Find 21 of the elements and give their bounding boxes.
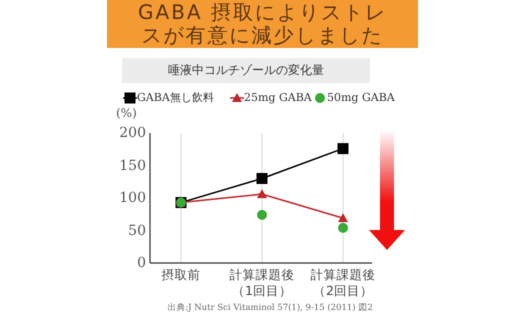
point bbox=[338, 213, 348, 222]
legend-label: 50mg GABA bbox=[327, 90, 395, 106]
point bbox=[257, 189, 267, 198]
y-tick-label: 100 bbox=[118, 189, 146, 207]
y-tick-label: 150 bbox=[118, 156, 146, 174]
point bbox=[257, 210, 267, 220]
chart-title: GABA 摂取によりストレスが有意に減少しました bbox=[107, 0, 418, 48]
x-tick-label: 摂取前 bbox=[162, 267, 200, 282]
y-axis-title: (%) bbox=[116, 106, 137, 120]
legend-label: GABA無し飲料 bbox=[137, 90, 214, 106]
chart-subtitle: 唾液中コルチゾールの変化量 bbox=[122, 58, 370, 83]
y-tick-label: 200 bbox=[118, 124, 146, 142]
y-tick-label: 50 bbox=[127, 222, 146, 240]
point bbox=[338, 222, 348, 233]
source-note: 出典:J Nutr Sci Vitaminol 57(1), 9-15 (2011) 図2 bbox=[166, 302, 374, 314]
x-tick-label: 計算課題後（1回目） bbox=[228, 267, 296, 299]
point bbox=[256, 173, 268, 184]
y-tick-label: 0 bbox=[136, 254, 146, 272]
point bbox=[338, 143, 348, 154]
x-tick-label: 計算課題後（2回目） bbox=[310, 267, 376, 299]
legend-label: 25mg GABA bbox=[244, 90, 312, 106]
